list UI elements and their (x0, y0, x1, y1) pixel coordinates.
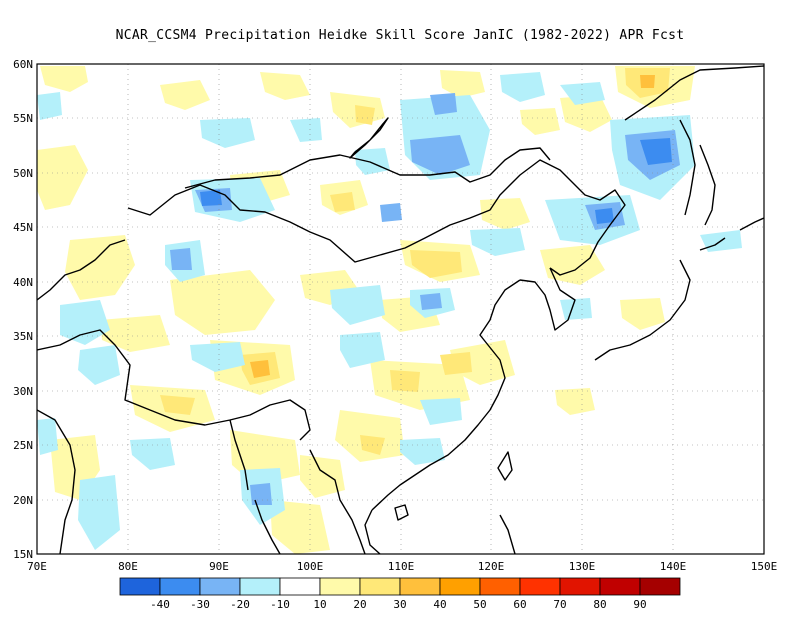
strongest-positive-spot (250, 75, 655, 378)
lat-label: 25N (13, 439, 33, 452)
colorbar-box (399, 577, 441, 596)
colorbar-box (319, 577, 361, 596)
colorbar-box (639, 577, 681, 596)
lat-label: 15N (13, 548, 33, 561)
lat-label: 20N (13, 494, 33, 507)
colorbar-box (479, 577, 521, 596)
colorbar-box (239, 577, 281, 596)
longitude-labels: 70E 80E 90E 100E 110E 120E 130E 140E 150… (27, 560, 777, 573)
colorbar-box (159, 577, 201, 596)
colorbar-label: 30 (393, 598, 406, 611)
colorbar-label: 80 (593, 598, 606, 611)
colorbar-label: -10 (270, 598, 290, 611)
grid-lines (37, 64, 764, 554)
colorbar-box (279, 577, 321, 596)
lon-label: 110E (388, 560, 415, 573)
map-frame (36, 63, 765, 555)
colorbar-label: -30 (190, 598, 210, 611)
lon-label: 70E (27, 560, 47, 573)
lon-label: 120E (478, 560, 505, 573)
latitude-labels: 60N 55N 50N 45N 40N 35N 30N 25N 20N 15N (13, 58, 33, 561)
skill-shading (37, 66, 742, 554)
lon-label: 90E (209, 560, 229, 573)
lat-label: 60N (13, 58, 33, 71)
colorbar-box (559, 577, 601, 596)
colorbar-label: 40 (433, 598, 446, 611)
colorbar-box (519, 577, 561, 596)
lat-label: 40N (13, 276, 33, 289)
colorbar-box (599, 577, 641, 596)
colorbar-label: 10 (313, 598, 326, 611)
coastlines-borders (37, 65, 764, 554)
lat-label: 55N (13, 112, 33, 125)
colorbar-box (439, 577, 481, 596)
colorbar-box (199, 577, 241, 596)
colorbar-label: -40 (150, 598, 170, 611)
lon-label: 100E (297, 560, 324, 573)
lat-label: 50N (13, 167, 33, 180)
colorbar (119, 577, 681, 596)
lon-label: 150E (751, 560, 778, 573)
strong-negative-spots (200, 138, 672, 224)
map-title: NCAR_CCSM4 Precipitation Heidke Skill Sc… (115, 28, 685, 43)
lon-label: 80E (118, 560, 138, 573)
colorbar-labels: -40 -30 -20 -10 10 20 30 40 50 60 70 80 90 (150, 598, 647, 611)
lat-label: 30N (13, 385, 33, 398)
colorbar-box (119, 577, 161, 596)
lon-label: 130E (569, 560, 596, 573)
colorbar-label: -20 (230, 598, 250, 611)
colorbar-label: 70 (553, 598, 566, 611)
lat-label: 45N (13, 221, 33, 234)
colorbar-box (359, 577, 401, 596)
colorbar-label: 60 (513, 598, 526, 611)
colorbar-label: 90 (633, 598, 646, 611)
colorbar-label: 20 (353, 598, 366, 611)
colorbar-label: 50 (473, 598, 486, 611)
lat-label: 35N (13, 330, 33, 343)
lon-label: 140E (660, 560, 687, 573)
